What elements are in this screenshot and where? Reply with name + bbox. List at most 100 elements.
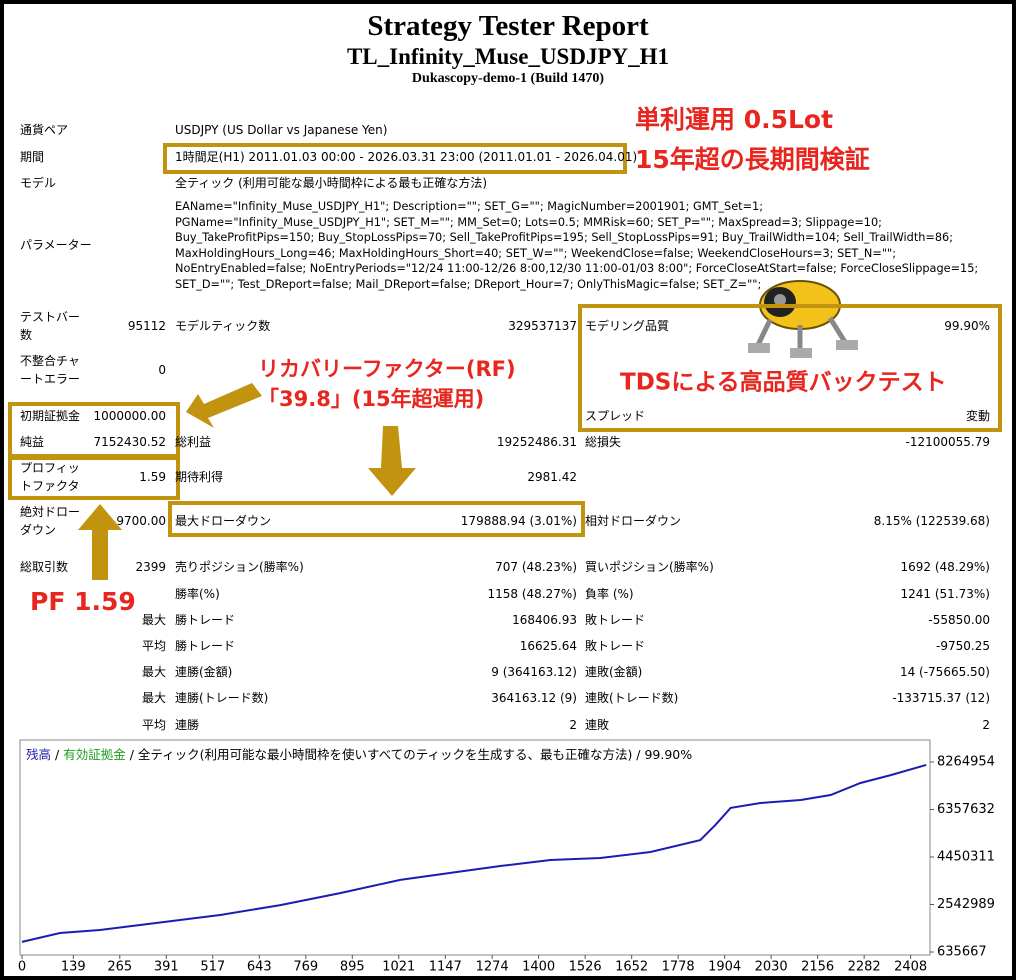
row-value: 9 (364163.12)	[491, 665, 577, 679]
row-label: プロフィットファクタ	[20, 461, 80, 493]
highlight-box	[163, 143, 627, 174]
x-tick-label: 1021	[382, 960, 415, 975]
annotation-text: PF 1.59	[30, 587, 136, 616]
report-subtitle: TL_Infinity_Muse_USDJPY_H1	[346, 44, 670, 69]
row-label: 総取引数	[20, 560, 69, 574]
parameter-line: MaxHoldingHours_Long=46; MaxHoldingHours…	[175, 246, 897, 260]
legend-entry: 残高	[26, 747, 51, 762]
row-value: 1241 (51.73%)	[900, 587, 990, 601]
x-tick-label: 769	[293, 960, 318, 975]
row-value: 16625.64	[519, 639, 577, 653]
legend-entry: /	[55, 747, 60, 762]
row-value: 1692 (48.29%)	[900, 560, 990, 574]
x-tick-label: 0	[18, 960, 26, 975]
row-value: 168406.93	[512, 613, 577, 627]
annotation-text: リカバリーファクター(RF)	[258, 357, 516, 381]
x-tick-label: 1274	[476, 960, 509, 975]
row-label: モデルティック数	[175, 319, 271, 333]
arrow	[78, 504, 122, 580]
row-label: 敗トレード	[585, 613, 646, 627]
x-tick-label: 2408	[894, 960, 927, 975]
x-tick-label: 1904	[708, 960, 741, 975]
row-value: 平均	[141, 639, 166, 653]
y-tick-label: 4450311	[937, 849, 995, 864]
row-label: 売りポジション(勝率%)	[175, 560, 304, 574]
row-value: -9750.25	[936, 639, 990, 653]
parameter-line: SET_D=""; Test_DReport=false; Mail_DRepo…	[175, 278, 762, 291]
row-label: 純益	[20, 435, 45, 449]
row-label: 総利益	[175, 435, 212, 449]
x-tick-label: 517	[200, 960, 225, 975]
row-value: 1.59	[139, 470, 166, 484]
row-value: 8.15% (122539.68)	[873, 514, 990, 528]
chart-frame	[19, 739, 931, 956]
row-value: 1000000.00	[93, 409, 166, 423]
row-label: モデル	[20, 176, 57, 190]
row-label: 連勝(トレード数)	[175, 691, 269, 705]
row-value: 最大	[141, 613, 166, 627]
parameter-line: Buy_TakeProfitPips=150; Buy_StopLossPips…	[175, 231, 954, 245]
x-tick-label: 391	[154, 960, 179, 975]
row-value: -12100055.79	[905, 435, 991, 449]
y-tick-label: 2542989	[937, 897, 995, 912]
row-label: 絶対ドローダウン	[20, 505, 81, 537]
row-label: 負率 (%)	[585, 587, 634, 601]
row-label: 総損失	[585, 435, 622, 449]
row-label: モデリング品質	[585, 319, 670, 333]
parameter-line: NoEntryEnabled=false; NoEntryPeriods="12…	[175, 262, 979, 276]
legend-entry: / 全ティック(利用可能な最小時間枠を使いすべてのティックを生成する、最も正確な…	[130, 747, 693, 762]
row-label: スプレッド	[585, 409, 646, 423]
legend: 残高 / 有効証拠金 / 全ティック(利用可能な最小時間枠を使いすべてのティックを生成…	[26, 747, 692, 762]
x-tick-label: 2282	[848, 960, 881, 975]
x-tick-label: 1400	[522, 960, 555, 975]
server-name: Dukascopy-demo-1 (Build 1470)	[411, 71, 605, 86]
row-value: 7152430.52	[93, 435, 166, 449]
x-tick-label: 2030	[755, 960, 788, 975]
row-value: 2981.42	[527, 470, 577, 484]
row-value: 364163.12 (9)	[491, 691, 577, 705]
parameter-line: PGName="Infinity_Muse_USDJPY_H1"; SET_M=…	[175, 215, 882, 229]
annotation-text: 15年超の長期間検証	[635, 145, 870, 174]
row-value: 329537137	[508, 319, 577, 333]
row-value: 1158 (48.27%)	[487, 587, 577, 601]
row-value: 2399	[135, 560, 166, 574]
x-tick-label: 139	[61, 960, 86, 975]
row-label: パラメーター	[20, 238, 92, 252]
x-tick-label: 1778	[662, 960, 695, 975]
row-label: 連勝	[175, 718, 200, 732]
row-label: 連敗(トレード数)	[585, 691, 679, 705]
row-label: 最大ドローダウン	[175, 514, 272, 528]
y-tick-label: 8264954	[937, 754, 995, 769]
y-tick-label: 6357632	[937, 802, 995, 817]
report-title: Strategy Tester Report	[367, 10, 649, 42]
row-label: 通貨ペア	[20, 123, 69, 137]
row-label: 期待利得	[175, 470, 224, 484]
row-value: 平均	[141, 718, 166, 732]
row-value: 2	[982, 718, 990, 732]
row-label: テストバー数	[20, 310, 81, 342]
annotation-text: TDSによる高品質バックテスト	[620, 369, 947, 396]
highlight-box	[8, 456, 180, 500]
row-label: 敗トレード	[585, 639, 646, 653]
row-label: 勝トレード	[175, 639, 236, 653]
row-label: 勝トレード	[175, 613, 236, 627]
row-value: 707 (48.23%)	[495, 560, 577, 574]
row-value: 179888.94 (3.01%)	[460, 514, 577, 528]
row-value: -55850.00	[928, 613, 990, 627]
arrow	[186, 383, 262, 428]
x-tick-label: 895	[340, 960, 365, 975]
x-tick-label: 2156	[801, 960, 834, 975]
row-label: USDJPY (US Dollar vs Japanese Yen)	[175, 123, 388, 137]
row-label: 勝率(%)	[175, 587, 220, 601]
arrow	[368, 426, 416, 496]
row-value: 99.90%	[944, 319, 990, 333]
highlight-box	[168, 501, 585, 537]
annotation-text: 単利運用 0.5Lot	[635, 105, 833, 134]
row-value: 19252486.31	[496, 435, 577, 449]
annotation-text: 「39.8」(15年超運用)	[258, 387, 484, 411]
parameter-line: EAName="Infinity_Muse_USDJPY_H1"; Descri…	[175, 200, 764, 213]
row-value: 14 (-75665.50)	[899, 665, 990, 679]
row-label: 初期証拠金	[20, 409, 81, 423]
